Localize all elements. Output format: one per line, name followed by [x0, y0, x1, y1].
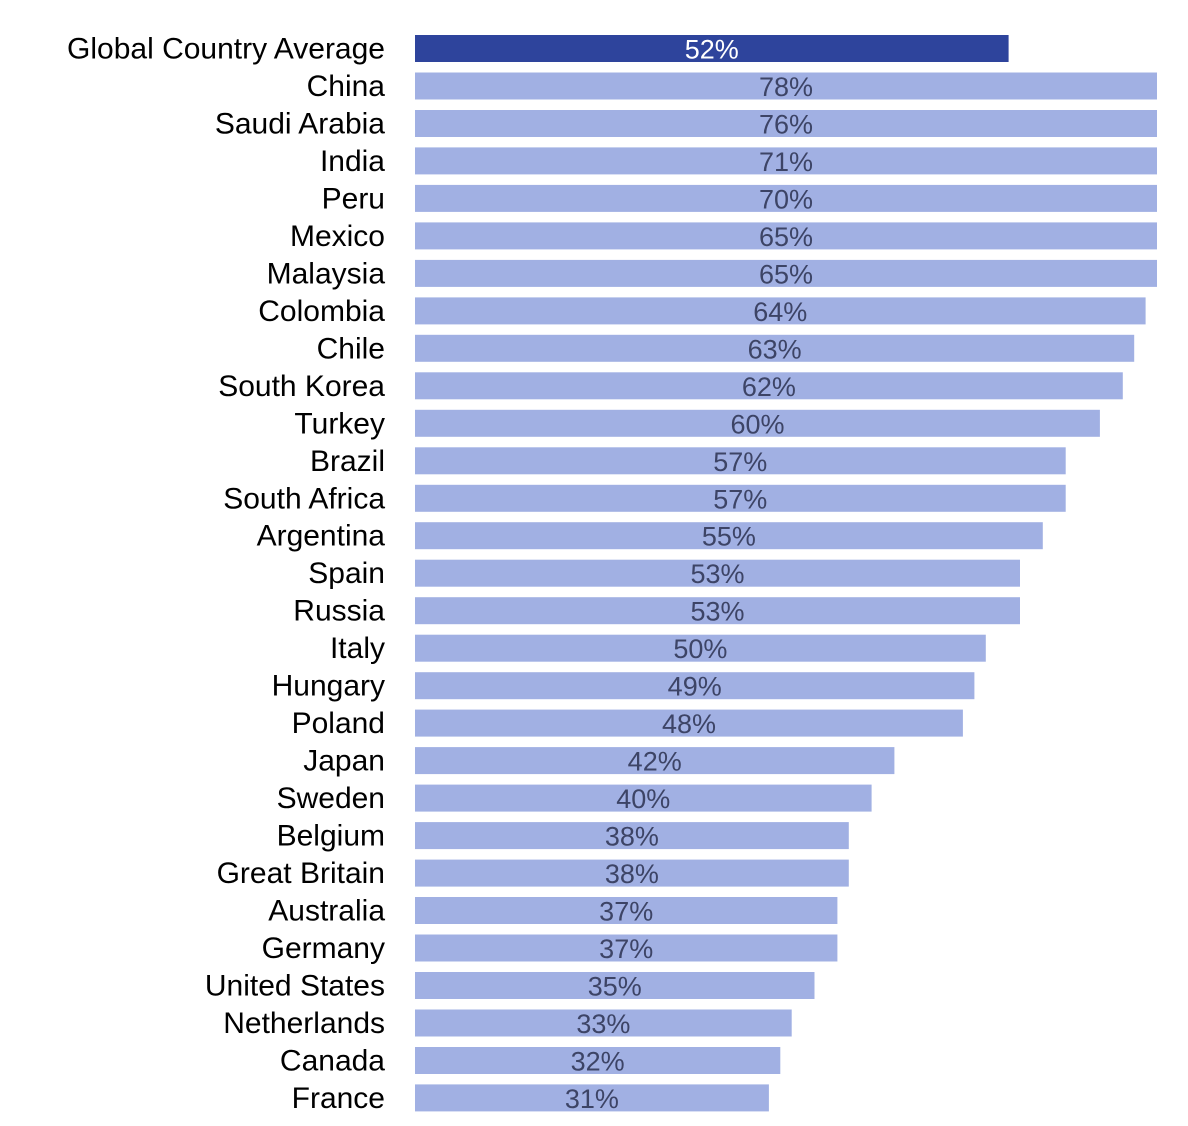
value-label-united-states: 35% [588, 972, 642, 1002]
category-label-colombia: Colombia [258, 295, 385, 328]
category-label-japan: Japan [303, 745, 385, 778]
category-label-great-britain: Great Britain [217, 857, 385, 890]
value-label-australia: 37% [599, 897, 653, 927]
category-label-mexico: Mexico [290, 220, 385, 253]
category-label-brazil: Brazil [310, 445, 385, 478]
bar-russia [415, 597, 1020, 625]
value-label-sweden: 40% [616, 784, 670, 814]
category-label-china: China [307, 70, 386, 103]
bars-group [415, 35, 1157, 1112]
value-label-china: 78% [759, 72, 813, 102]
value-labels-group: 52% 78% 76% 71% 70% 65% 65% 64% 63% 62% 60% 57% 57% 5… [565, 35, 813, 1114]
bar-colombia [415, 297, 1146, 325]
value-label-france: 31% [565, 1084, 619, 1114]
category-label-malaysia: Malaysia [267, 257, 386, 290]
bar-hungary [415, 672, 975, 700]
bar-mexico [415, 222, 1157, 250]
category-label-russia: Russia [293, 595, 385, 628]
category-label-turkey: Turkey [294, 407, 385, 440]
bar-japan [415, 747, 895, 775]
category-label-south-korea: South Korea [218, 370, 385, 403]
bar-canada [415, 1047, 781, 1074]
bar-south-korea [415, 372, 1123, 400]
bar-global-country-average [415, 35, 1009, 62]
value-label-chile: 63% [748, 334, 802, 364]
bar-malaysia [415, 259, 1157, 287]
value-label-peru: 70% [759, 184, 813, 214]
bar-belgium [415, 822, 849, 850]
value-label-germany: 37% [599, 934, 653, 964]
bar-australia [415, 897, 838, 924]
bar-saudi-arabia [415, 110, 1157, 137]
category-label-chile: Chile [317, 332, 385, 365]
value-label-japan: 42% [628, 747, 682, 777]
value-label-great-britain: 38% [605, 859, 659, 889]
value-label-mexico: 65% [759, 222, 813, 252]
value-label-global-country-average: 52% [685, 35, 739, 65]
value-label-south-africa: 57% [713, 484, 767, 514]
category-label-saudi-arabia: Saudi Arabia [215, 108, 385, 141]
value-label-netherlands: 33% [576, 1009, 630, 1039]
category-label-germany: Germany [262, 932, 385, 965]
value-label-brazil: 57% [713, 447, 767, 477]
category-label-global-country-average: Global Country Average [67, 33, 385, 66]
value-label-saudi-arabia: 76% [759, 110, 813, 140]
value-label-hungary: 49% [668, 672, 722, 702]
value-label-colombia: 64% [753, 297, 807, 327]
category-labels-group: Global Country Average China Saudi Arabia I… [67, 33, 385, 1115]
bar-france [415, 1084, 769, 1112]
bar-turkey [415, 409, 1100, 437]
bar-peru [415, 184, 1157, 212]
bar-south-africa [415, 484, 1066, 512]
bar-spain [415, 559, 1020, 587]
category-label-canada: Canada [280, 1045, 385, 1078]
value-label-spain: 53% [690, 559, 744, 589]
category-label-india: India [320, 145, 385, 178]
value-label-india: 71% [759, 147, 813, 177]
category-label-italy: Italy [330, 632, 385, 665]
value-label-russia: 53% [690, 597, 744, 627]
bar-argentina [415, 522, 1043, 550]
bar-india [415, 147, 1157, 175]
category-label-spain: Spain [308, 557, 385, 590]
bar-united-states [415, 972, 815, 999]
category-label-argentina: Argentina [257, 520, 386, 553]
category-label-belgium: Belgium [277, 820, 385, 853]
value-label-argentina: 55% [702, 522, 756, 552]
bar-sweden [415, 784, 872, 812]
category-label-netherlands: Netherlands [223, 1007, 385, 1040]
value-label-south-korea: 62% [742, 372, 796, 402]
category-label-australia: Australia [268, 895, 385, 928]
category-label-peru: Peru [322, 182, 385, 215]
value-label-canada: 32% [571, 1047, 625, 1077]
value-label-turkey: 60% [730, 409, 784, 439]
category-label-poland: Poland [292, 707, 385, 740]
category-label-france: France [292, 1082, 385, 1115]
bar-italy [415, 634, 986, 662]
value-label-italy: 50% [673, 634, 727, 664]
bar-brazil [415, 447, 1066, 475]
category-label-united-states: United States [205, 970, 385, 1003]
bar-poland [415, 709, 963, 737]
value-label-malaysia: 65% [759, 259, 813, 289]
bar-chile [415, 334, 1135, 362]
bar-china [415, 72, 1157, 100]
bar-netherlands [415, 1009, 792, 1037]
bar-great-britain [415, 859, 849, 887]
value-label-poland: 48% [662, 709, 716, 739]
category-label-sweden: Sweden [277, 782, 385, 815]
bar-germany [415, 934, 838, 962]
value-label-belgium: 38% [605, 822, 659, 852]
category-label-hungary: Hungary [272, 670, 385, 703]
category-label-south-africa: South Africa [223, 482, 385, 515]
